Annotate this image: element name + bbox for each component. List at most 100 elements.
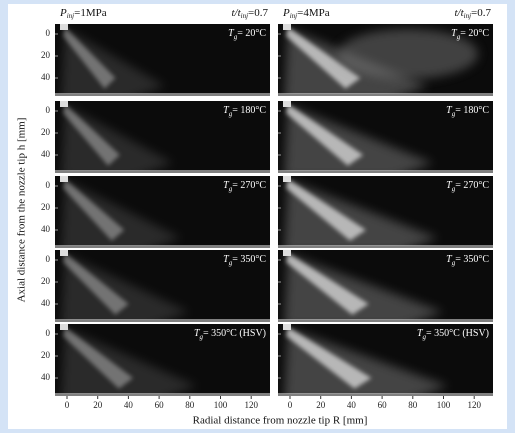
nozzle [60,24,68,30]
x-tick-label: 100 [214,400,228,410]
y-tick-label: 40 [41,72,51,82]
spray-cloud [61,105,173,171]
y-tick-label: 0 [46,180,51,190]
symbol: T [223,180,230,191]
spray [283,24,478,94]
spray-image: Tg= 350°C [278,250,493,322]
gas-temperature-label: Tg= 350°C [446,254,489,266]
spray-image: Tg= 350°C 0 20 40 [41,250,270,322]
symbol: T [228,28,235,39]
bottom-glare [278,393,493,396]
nozzle [283,24,291,30]
subscript: g [452,185,456,193]
symbol: T [417,328,424,339]
value: =0.7 [248,7,268,19]
symbol: T [451,28,458,39]
x-tick-label: 60 [378,400,388,410]
value: = 350°C (HSV) [426,328,489,339]
value: = 180°C [232,105,266,116]
spray-cloud [61,28,165,94]
y-tick-label: 0 [46,28,51,38]
spray-core [286,179,366,241]
time-header: t/tinj=0.7 [454,7,491,20]
spray-core [286,253,369,315]
y-tick-label: 40 [41,149,51,159]
spray-core [63,179,125,241]
subscript: g [452,259,456,267]
value: =4MPa [297,7,330,19]
spray-cloud [61,328,197,394]
symbol: T [223,105,230,116]
spray [60,24,165,94]
subscript: g [423,333,427,341]
symbol: T [194,328,201,339]
x-tick-label: 40 [347,400,357,410]
bottom-glare [278,319,493,322]
value: = 350°C [232,254,266,265]
x-tick-label: 20 [316,400,326,410]
subscript: inj [241,12,248,20]
nozzle [283,250,291,256]
spray-image: Tg= 270°C [278,176,493,248]
x-tick-label: 100 [437,400,451,410]
value: =0.7 [471,7,491,19]
nozzle [60,101,68,107]
x-tick-label: 40 [124,400,134,410]
spray-image: Tg= 350°C (HSV) [278,324,493,396]
subscript: g [200,333,204,341]
bottom-glare [278,245,493,248]
spray [60,324,197,394]
gas-temperature-label: Tg= 350°C (HSV) [417,328,489,340]
x-tick-label: 20 [93,400,103,410]
bottom-glare [278,170,493,173]
value: = 20°C [460,28,489,39]
gas-temperature-label: Tg= 180°C [223,105,266,117]
spray [283,176,438,246]
value: = 270°C [455,180,489,191]
nozzle [60,250,68,256]
bottom-glare [55,393,270,396]
vapor-cloud [338,29,478,79]
spray-cloud [284,180,438,246]
spray-cloud [284,254,443,320]
symbol: t/t [454,7,464,19]
value: = 350°C (HSV) [203,328,266,339]
y-tick-label: 20 [41,276,51,286]
subscript: inj [290,12,297,20]
value: = 180°C [455,105,489,116]
nozzle [60,176,68,182]
spray [283,324,448,394]
subscript: g [229,110,233,118]
x-tick-label: 0 [65,400,70,410]
spray-cloud [61,180,181,246]
symbol: T [223,254,230,265]
value: = 20°C [237,28,266,39]
y-tick-label: 40 [41,298,51,308]
gas-temperature-label: Tg= 350°C [223,254,266,266]
bottom-glare [55,245,270,248]
spray-image: Tg= 350°C (HSV) 0 20 40 [41,324,270,396]
gas-temperature-label: Tg= 350°C (HSV) [194,328,266,340]
symbol: P [282,7,290,19]
symbol: P [59,7,67,19]
subscript: g [452,110,456,118]
spray [283,250,443,320]
x-tick-label: 80 [408,400,418,410]
subscript: g [457,33,461,41]
subscript: g [229,185,233,193]
y-axis-label: Axial distance from the nozzle tip h [mm… [16,118,28,303]
value: =1MPa [74,7,107,19]
time-header: t/tinj=0.7 [231,7,268,20]
spray-core [286,104,364,166]
subscript: g [234,33,238,41]
spray-core [286,27,361,89]
value: = 270°C [232,180,266,191]
y-tick-label: 40 [41,372,51,382]
y-tick-label: 0 [46,328,51,338]
x-tick-label: 120 [244,400,258,410]
spray [283,101,433,171]
spray-image: Tg= 20°C [278,24,493,96]
y-tick-label: 0 [46,105,51,115]
